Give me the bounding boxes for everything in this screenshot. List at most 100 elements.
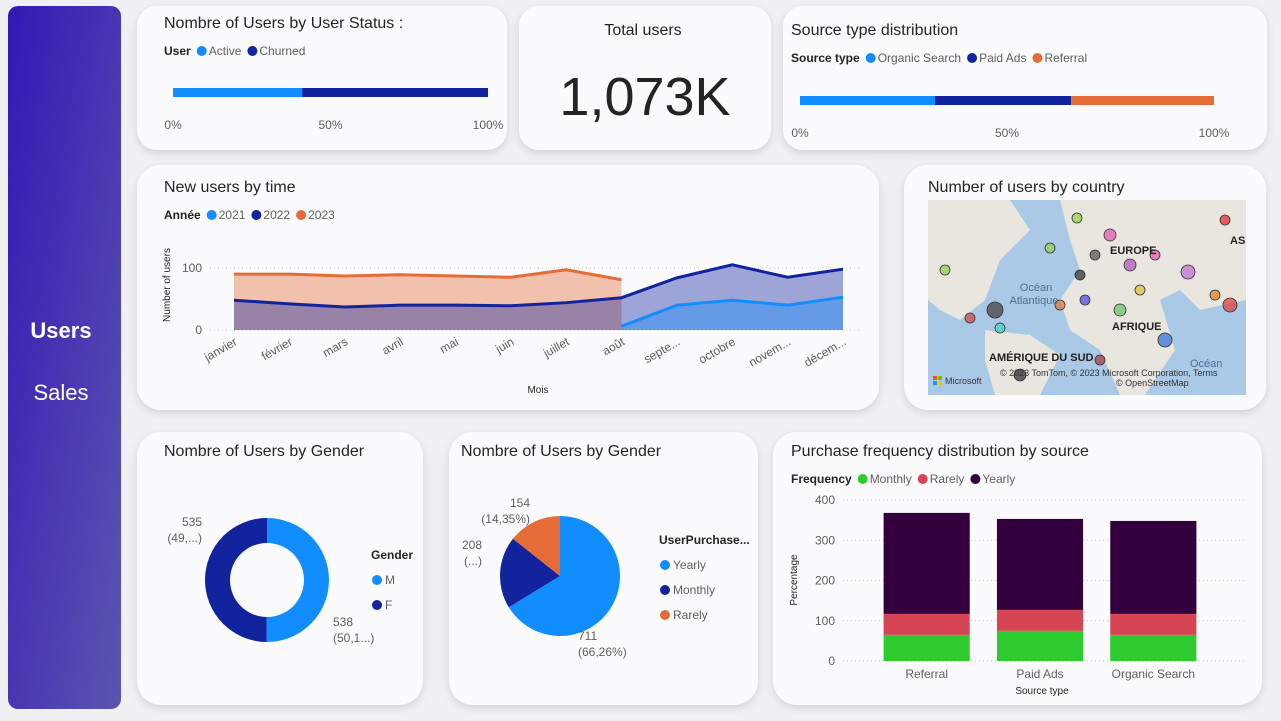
legend-item: Paid Ads xyxy=(979,51,1026,65)
legend-marker xyxy=(660,585,670,595)
map-label: Atlantique xyxy=(1010,295,1059,307)
bar-segment xyxy=(1110,520,1197,614)
legend-marker xyxy=(196,46,207,56)
map-title: Number of users by country xyxy=(928,179,1125,196)
map-logo: Microsoft xyxy=(945,376,982,386)
y-tick-label: 300 xyxy=(815,533,835,547)
legend-marker xyxy=(917,474,928,484)
bubble xyxy=(1071,212,1083,224)
data-label: (...) xyxy=(464,554,482,568)
bubble xyxy=(1079,294,1091,306)
legend-item: Rarely xyxy=(930,472,965,486)
bubble xyxy=(1222,297,1238,313)
y-axis-label: Number of users xyxy=(162,248,173,322)
y-tick-label: 400 xyxy=(815,493,835,507)
bubble xyxy=(1013,368,1027,382)
bar-segment xyxy=(883,512,970,614)
map-attribution: © 2023 TomTom, © 2023 Microsoft Corporat… xyxy=(1000,368,1218,378)
bar-segment xyxy=(883,634,970,661)
data-label: 208 xyxy=(462,538,482,552)
chart-title: Purchase frequency distribution by sourc… xyxy=(791,443,1089,460)
legend-item: Churned xyxy=(259,44,305,58)
bar-segment xyxy=(996,630,1084,661)
bubble xyxy=(1209,289,1221,301)
map-label: Océan xyxy=(1190,358,1222,370)
data-label: (66,26%) xyxy=(578,645,627,659)
card-value: 1,073K xyxy=(559,67,730,127)
bubble xyxy=(1157,332,1173,348)
x-tick-label: Organic Search xyxy=(1112,667,1195,681)
x-axis-label: Mois xyxy=(527,385,548,396)
logo xyxy=(938,381,942,385)
bubble xyxy=(1134,284,1146,296)
legend-item: Monthly xyxy=(673,583,715,597)
bubble xyxy=(1123,258,1137,272)
bubble xyxy=(1180,264,1196,280)
line xyxy=(234,268,622,282)
x-tick-label: 0% xyxy=(164,118,182,132)
x-tick-label: 50% xyxy=(995,126,1019,140)
data-label: (49,...) xyxy=(167,531,202,545)
legend-item: F xyxy=(385,598,392,612)
data-label: 711 xyxy=(578,629,597,643)
legend-marker xyxy=(660,610,670,620)
map: EUROPE Océan Atlantique AFRIQUE AMÉRIQUE… xyxy=(928,200,1246,395)
line xyxy=(233,263,844,309)
legend-item: Yearly xyxy=(982,472,1015,486)
bar-segment xyxy=(173,88,303,97)
data-label: 154 xyxy=(510,496,530,510)
legend-title: Année xyxy=(164,208,201,222)
data-label: 535 xyxy=(182,515,202,529)
line xyxy=(621,295,844,328)
x-tick-label: Paid Ads xyxy=(1016,667,1063,681)
bubble xyxy=(1074,269,1086,281)
bar-segment xyxy=(996,518,1084,610)
card xyxy=(519,6,771,150)
bubble xyxy=(1113,303,1127,317)
bubble xyxy=(1103,228,1117,242)
legend-item: Rarely xyxy=(673,608,708,622)
y-tick-label: 0 xyxy=(828,654,835,668)
bubble xyxy=(1149,249,1161,261)
y-tick-label: 100 xyxy=(815,614,835,628)
x-tick-label: 50% xyxy=(318,118,342,132)
land xyxy=(928,200,1030,320)
map-label: AMÉRIQUE DU SUD xyxy=(989,351,1094,364)
y-tick-label: 100 xyxy=(182,261,202,275)
nav-item[interactable]: Sales xyxy=(33,380,88,405)
legend-item: 2023 xyxy=(308,208,335,222)
legend-title: Source type xyxy=(791,51,860,65)
bar-segment xyxy=(1110,634,1197,661)
data-label: 538 xyxy=(333,615,353,629)
bar-segment xyxy=(996,609,1084,631)
area xyxy=(234,269,622,330)
legend-marker xyxy=(1032,53,1043,63)
legend-marker xyxy=(296,210,307,220)
legend-marker xyxy=(970,474,981,484)
y-axis-label: Percentage xyxy=(789,554,800,606)
slice xyxy=(266,518,329,642)
legend-marker xyxy=(660,560,670,570)
legend-item: 2022 xyxy=(263,208,290,222)
bar-segment xyxy=(800,96,935,105)
area xyxy=(234,264,843,330)
x-tick-label: 100% xyxy=(1199,126,1230,140)
slice xyxy=(500,538,560,608)
slice xyxy=(512,516,560,576)
data-label: (14,35%) xyxy=(481,512,530,526)
legend-marker xyxy=(967,53,978,63)
sidebar xyxy=(8,6,121,709)
legend-marker xyxy=(247,46,258,56)
map-label: AFRIQUE xyxy=(1112,321,1162,333)
legend-item: Active xyxy=(209,44,242,58)
legend-item: M xyxy=(385,573,395,587)
card-title: Total users xyxy=(604,22,681,39)
legend-marker xyxy=(251,210,262,220)
legend-marker xyxy=(857,474,868,484)
x-axis-label: Source type xyxy=(1015,686,1069,697)
nav-item[interactable]: Users xyxy=(30,318,91,343)
card xyxy=(137,6,507,150)
legend-item: Monthly xyxy=(870,472,912,486)
chart-title: Nombre of Users by Gender xyxy=(164,443,365,460)
legend-marker xyxy=(372,600,382,610)
